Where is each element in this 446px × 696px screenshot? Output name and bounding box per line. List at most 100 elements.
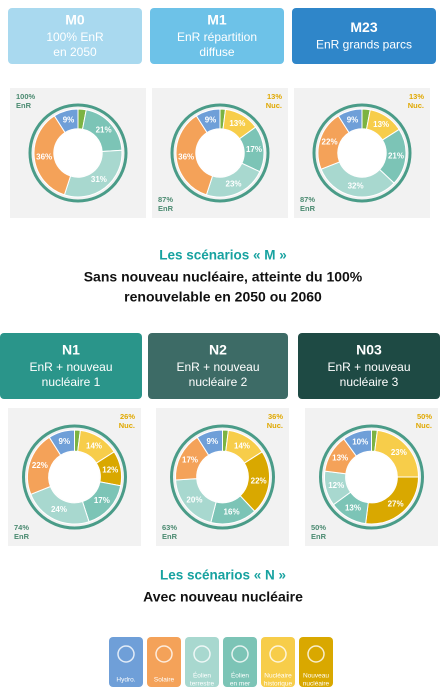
value-label: 17%: [94, 496, 110, 505]
legend-icon: [117, 645, 135, 663]
value-label: 36%: [178, 152, 194, 161]
donut-segment: [175, 115, 214, 196]
donut-hole: [338, 129, 386, 177]
scenario-card: [292, 8, 436, 64]
scenario-title: M1: [207, 12, 227, 28]
enr-label: 87%: [300, 195, 315, 204]
scenario-card: [150, 8, 284, 64]
scenario-subtitle: en 2050: [53, 45, 97, 59]
section-title: Les scénarios « M »: [159, 248, 287, 263]
outer-ring: [319, 424, 424, 530]
value-label: 9%: [59, 437, 71, 446]
legend-icon: [307, 645, 325, 663]
value-label: 10%: [352, 437, 368, 446]
scenario-subtitle: diffuse: [199, 45, 234, 59]
value-label: 23%: [226, 179, 242, 188]
value-label: 14%: [234, 441, 250, 450]
enr-label: 63%: [162, 523, 177, 532]
legend-label: Éolien: [193, 671, 211, 680]
scenario-card: [0, 333, 142, 399]
legend-label: Nucléaire: [264, 673, 292, 680]
nuc-label: Nuc.: [408, 101, 424, 110]
donut-segment: [320, 161, 395, 198]
value-label: 21%: [96, 126, 112, 135]
nuc-label: Nuc.: [266, 101, 282, 110]
value-label: 16%: [224, 507, 240, 516]
outer-ring: [28, 103, 128, 203]
enr-label: EnR: [14, 532, 30, 541]
legend-label: nucléaire: [303, 681, 330, 688]
legend-icon: [269, 645, 287, 663]
value-label: 23%: [391, 448, 407, 457]
scenario-subtitle: EnR grands parcs: [316, 38, 412, 52]
value-label: 9%: [63, 115, 75, 124]
value-label: 27%: [388, 499, 404, 508]
value-label: 17%: [246, 145, 262, 154]
scenario-title: N2: [209, 342, 227, 358]
donut-hole: [196, 129, 244, 177]
enr-label: EnR: [300, 204, 316, 213]
enr-label: 50%: [311, 523, 326, 532]
scenario-subtitle: 100% EnR: [46, 30, 104, 44]
scenario-subtitle: nucléaire 1: [42, 375, 101, 389]
donut-hole: [346, 451, 397, 503]
scenario-subtitle: nucléaire 3: [340, 375, 399, 389]
value-label: 22%: [32, 461, 48, 470]
scenario-title: M23: [350, 19, 377, 35]
outer-ring: [312, 103, 412, 203]
nuc-label: 36%: [268, 412, 283, 421]
value-label: 13%: [345, 503, 361, 512]
legend-label: Hydro.: [116, 677, 135, 684]
enr-label: EnR: [16, 101, 32, 110]
value-label: 24%: [51, 505, 67, 514]
nuc-label: Nuc.: [119, 421, 135, 430]
value-label: 31%: [91, 175, 107, 184]
legend-label: terrestre: [190, 681, 215, 688]
section-title: Les scénarios « N »: [160, 568, 286, 583]
nuc-label: Nuc.: [416, 421, 432, 430]
scenario-title: N03: [356, 342, 382, 358]
value-label: 9%: [205, 115, 217, 124]
value-label: 32%: [348, 182, 364, 191]
scenario-subtitle: EnR + nouveau: [176, 360, 259, 374]
legend-icon: [155, 645, 173, 663]
enr-label: EnR: [162, 532, 178, 541]
donut-segment: [33, 115, 72, 196]
enr-label: EnR: [311, 532, 327, 541]
scenario-subtitle: EnR répartition: [177, 30, 257, 44]
scenario-title: M0: [65, 12, 85, 28]
value-label: 21%: [388, 151, 404, 160]
value-label: 12%: [328, 481, 344, 490]
nuc-label: 26%: [120, 412, 135, 421]
donut-segment: [337, 108, 363, 134]
section-subtitle: renouvelable en 2050 ou 2060: [124, 289, 322, 305]
donut-segment: [195, 108, 221, 134]
outer-ring: [170, 424, 275, 530]
scenario-subtitle: nucléaire 2: [189, 375, 248, 389]
legend-label: Éolien: [231, 671, 249, 680]
legend-label: Solaire: [154, 677, 175, 684]
donut-hole: [49, 451, 100, 503]
enr-label: 100%: [16, 92, 36, 101]
legend-label: historique: [264, 681, 293, 688]
nuc-label: Nuc.: [267, 421, 283, 430]
value-label: 13%: [332, 454, 348, 463]
scenario-subtitle: EnR + nouveau: [327, 360, 410, 374]
value-label: 14%: [86, 441, 102, 450]
donut-segment: [48, 429, 75, 456]
section-subtitle: Sans nouveau nucléaire, atteinte du 100%: [84, 269, 363, 285]
outer-ring: [22, 424, 127, 530]
enr-label: 87%: [158, 195, 173, 204]
scenario-card: [148, 333, 288, 399]
value-label: 9%: [207, 437, 219, 446]
value-label: 22%: [251, 477, 267, 486]
donut-hole: [197, 451, 248, 503]
section-subtitle: Avec nouveau nucléaire: [143, 589, 303, 605]
nuc-label: 50%: [417, 412, 432, 421]
enr-label: 74%: [14, 523, 29, 532]
donut-segment: [53, 108, 79, 134]
scenario-title: N1: [62, 342, 80, 358]
outer-ring: [170, 103, 270, 203]
enr-label: EnR: [158, 204, 174, 213]
